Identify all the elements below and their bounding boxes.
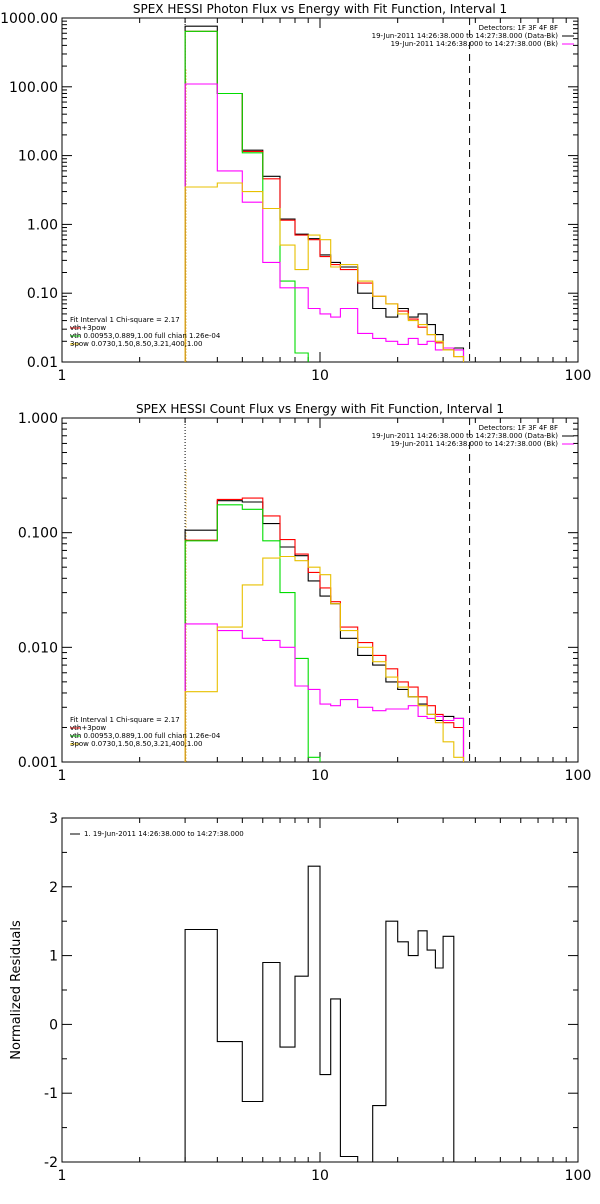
plot-frame [61,17,579,363]
legend-entry: 19-Jun-2011 14:26:38.000 to 14:27:38.000… [372,32,559,40]
y-tick-label: -1 [44,1086,58,1102]
series-green-line [184,504,321,762]
series-yellow-line [184,555,465,762]
series-magenta-line [184,83,465,362]
legend-entry: 3pow 0.0730,1.50,8.50,3.21,400,1.00 [70,740,202,748]
y-tick-label: 0.001 [18,755,58,771]
series-resid-line [184,865,455,1162]
legend-entry: 19-Jun-2011 14:26:38.000 to 14:27:38.000… [391,40,559,48]
x-tick-label: 100 [565,1168,592,1184]
series-black-line [184,500,465,762]
y-tick-label: 1 [49,949,58,965]
y-tick-label: -2 [44,1155,58,1171]
x-tick-label: 10 [311,768,329,784]
chart-title: SPEX HESSI Count Flux vs Energy with Fit… [136,402,504,416]
series-yellow-line [184,182,465,362]
chart-title: SPEX HESSI Photon Flux vs Energy with Fi… [133,2,507,16]
x-tick-label: 100 [565,368,592,384]
series-magenta-line [184,623,465,762]
x-tick-label: 1 [58,768,67,784]
x-tick-label: 100 [565,768,592,784]
y-tick-label: 1000.00 [0,11,58,27]
y-tick-label: 3 [49,811,58,827]
legend-entry: vth 0.00953,0.889,1.00 full chian 1.26e-… [70,332,221,340]
y-tick-label: 10.00 [18,149,58,165]
y-axis-label: Normalized Residuals [9,920,24,1060]
legend-entry: 19-Jun-2011 14:26:38.000 to 14:27:38.000… [372,432,559,440]
legend-detectors: Detectors: 1F 3F 4F 8F [479,424,558,432]
y-tick-label: 0.100 [18,526,58,542]
y-tick-label: 2 [49,880,58,896]
y-tick-label: 1.000 [18,411,58,427]
series-black-line [184,25,465,362]
x-tick-label: 1 [58,368,67,384]
legend-entry: Fit Interval 1 Chi-square = 2.17 [70,716,180,724]
series-green-line [184,30,309,362]
x-tick-label: 1 [58,1168,67,1184]
legend-entry: Fit Interval 1 Chi-square = 2.17 [70,316,180,324]
y-tick-label: 0.10 [27,286,58,302]
legend-entry: 3pow 0.0730,1.50,8.50,3.21,400,1.00 [70,340,202,348]
y-tick-label: 0.010 [18,640,58,656]
legend-detectors: Detectors: 1F 3F 4F 8F [479,24,558,32]
series-red-line [184,30,465,362]
legend-entry: vth+3pow [70,724,106,732]
legend-entry: vth 0.00953,0.889,1.00 full chian 1.26e-… [70,732,221,740]
legend-entry: vth+3pow [70,324,106,332]
legend-entry: 19-Jun-2011 14:26:38.000 to 14:27:38.000… [391,440,559,448]
y-tick-label: 100.00 [9,80,58,96]
y-tick-label: 1.00 [27,217,58,233]
legend-entry: 1. 19-Jun-2011 14:26:38.000 to 14:27:38.… [84,830,244,838]
x-tick-label: 10 [311,368,329,384]
y-tick-label: 0 [49,1017,58,1033]
y-tick-label: 0.01 [27,355,58,371]
plot-frame [61,817,579,1163]
series-red-line [184,497,465,762]
x-tick-label: 10 [311,1168,329,1184]
